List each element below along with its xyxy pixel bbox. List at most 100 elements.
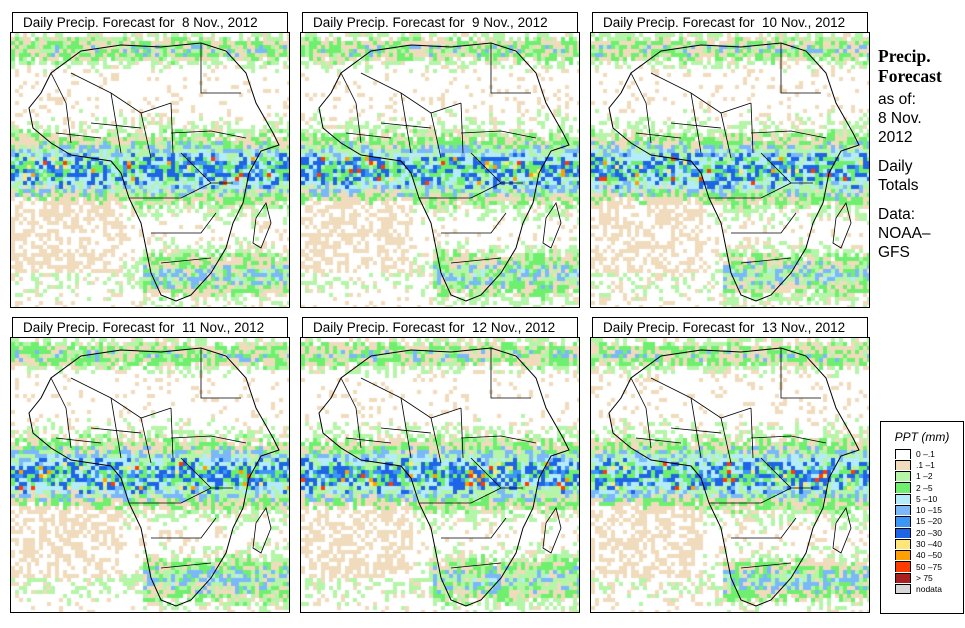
panel-title: Daily Precip. Forecast for 10 Nov., 2012: [592, 12, 868, 34]
madagascar-outline: [252, 507, 272, 554]
country-border: [129, 487, 212, 504]
legend-item: 20 –30: [881, 527, 963, 538]
precip-raster: [11, 33, 289, 307]
country-border: [430, 112, 442, 159]
africa-coastline: [28, 42, 280, 302]
country-border: [345, 437, 392, 444]
country-border: [110, 397, 122, 459]
country-border: [380, 427, 432, 434]
forecast-panel: Daily Precip. Forecast for 13 Nov., 2012: [590, 317, 870, 613]
legend-label: 10 –15: [916, 505, 942, 516]
legend-label: 40 –50: [916, 550, 942, 561]
country-border: [450, 562, 502, 569]
panel-title: Daily Precip. Forecast for 9 Nov., 2012: [302, 12, 578, 34]
africa-coastline: [608, 347, 860, 607]
forecast-panel: Daily Precip. Forecast for 8 Nov., 2012: [10, 12, 290, 308]
country-border: [160, 257, 212, 264]
sidebar-heading-line1: Precip.: [878, 46, 931, 66]
sidebar-info: Precip. Forecast as of: 8 Nov. 2012 Dail…: [878, 46, 963, 262]
country-border: [441, 212, 507, 234]
country-border: [110, 92, 122, 154]
legend-item: > 75: [881, 572, 963, 584]
country-border: [380, 122, 432, 129]
country-border: [720, 112, 732, 159]
country-border: [635, 437, 682, 444]
country-border: [709, 182, 792, 199]
forecast-panel: Daily Precip. Forecast for 9 Nov., 2012: [300, 12, 580, 308]
country-border: [690, 92, 702, 154]
country-border: [400, 397, 412, 459]
country-border: [740, 257, 792, 264]
forecast-panel: Daily Precip. Forecast for 10 Nov., 2012: [590, 12, 870, 308]
country-border: [180, 457, 233, 489]
precip-map: [300, 32, 580, 308]
country-borders: [28, 347, 280, 607]
country-border: [200, 348, 241, 399]
legend-swatch: [895, 448, 911, 459]
forecast-panel: Daily Precip. Forecast for 12 Nov., 2012: [300, 317, 580, 613]
legend-item: 2 –5: [881, 482, 963, 493]
country-border: [731, 212, 797, 234]
precip-legend: PPT (mm) 0 –.1 .1 –1 1 –2 2 –5 5 –10 10 …: [880, 421, 964, 614]
legend-label: 5 –10: [916, 493, 938, 504]
country-border: [55, 132, 102, 139]
totals-line2: Totals: [878, 177, 919, 194]
country-border: [50, 377, 72, 449]
country-border: [460, 130, 537, 139]
country-border: [400, 92, 412, 154]
country-border: [460, 435, 537, 444]
country-border: [760, 457, 813, 489]
legend-item: .1 –1: [881, 459, 963, 471]
totals-line1: Daily: [878, 158, 913, 175]
panel-title: Daily Precip. Forecast for 12 Nov., 2012: [302, 317, 578, 339]
country-border: [635, 132, 682, 139]
country-border: [740, 562, 792, 569]
legend-swatch: [895, 459, 911, 471]
country-border: [690, 397, 702, 459]
country-border: [151, 212, 217, 234]
legend-label: 1 –2: [916, 471, 933, 482]
legend-item: 15 –20: [881, 516, 963, 527]
country-border: [419, 182, 502, 199]
legend-item: 50 –75: [881, 561, 963, 572]
panel-title: Daily Precip. Forecast for 13 Nov., 2012: [592, 317, 868, 339]
legend-swatch: [895, 561, 911, 572]
legend-item: 0 –.1: [881, 448, 963, 459]
madagascar-outline: [542, 507, 562, 554]
precip-map: [10, 337, 290, 613]
country-border: [70, 377, 172, 419]
legend-swatch: [895, 482, 911, 493]
sidebar-heading-line2: Forecast: [878, 66, 942, 86]
country-border: [430, 417, 442, 464]
country-border: [55, 437, 102, 444]
country-border: [160, 562, 212, 569]
precip-raster: [301, 338, 579, 612]
country-border: [360, 377, 462, 419]
country-border: [780, 348, 821, 399]
legend-label: nodata: [916, 584, 942, 595]
legend-item: 5 –10: [881, 493, 963, 504]
country-border: [750, 435, 827, 444]
country-border: [450, 257, 502, 264]
africa-coastline: [608, 42, 860, 302]
country-border: [345, 132, 392, 139]
country-border: [709, 487, 792, 504]
legend-item: 40 –50: [881, 550, 963, 561]
as-of-date-line1: 8 Nov.: [878, 110, 922, 127]
country-border: [750, 407, 754, 459]
country-border: [340, 377, 362, 449]
country-borders: [318, 347, 570, 607]
legend-swatch: [895, 493, 911, 504]
legend-item: 1 –2: [881, 471, 963, 482]
precip-map: [590, 337, 870, 613]
africa-coastline: [318, 42, 570, 302]
legend-title: PPT (mm): [894, 430, 950, 444]
madagascar-outline: [832, 507, 852, 554]
country-border: [170, 130, 247, 139]
data-source-line3: GFS: [878, 244, 910, 261]
country-borders: [28, 42, 280, 302]
legend-label: 50 –75: [916, 561, 942, 572]
country-border: [140, 112, 152, 159]
country-border: [151, 517, 217, 539]
legend-swatch: [895, 516, 911, 527]
